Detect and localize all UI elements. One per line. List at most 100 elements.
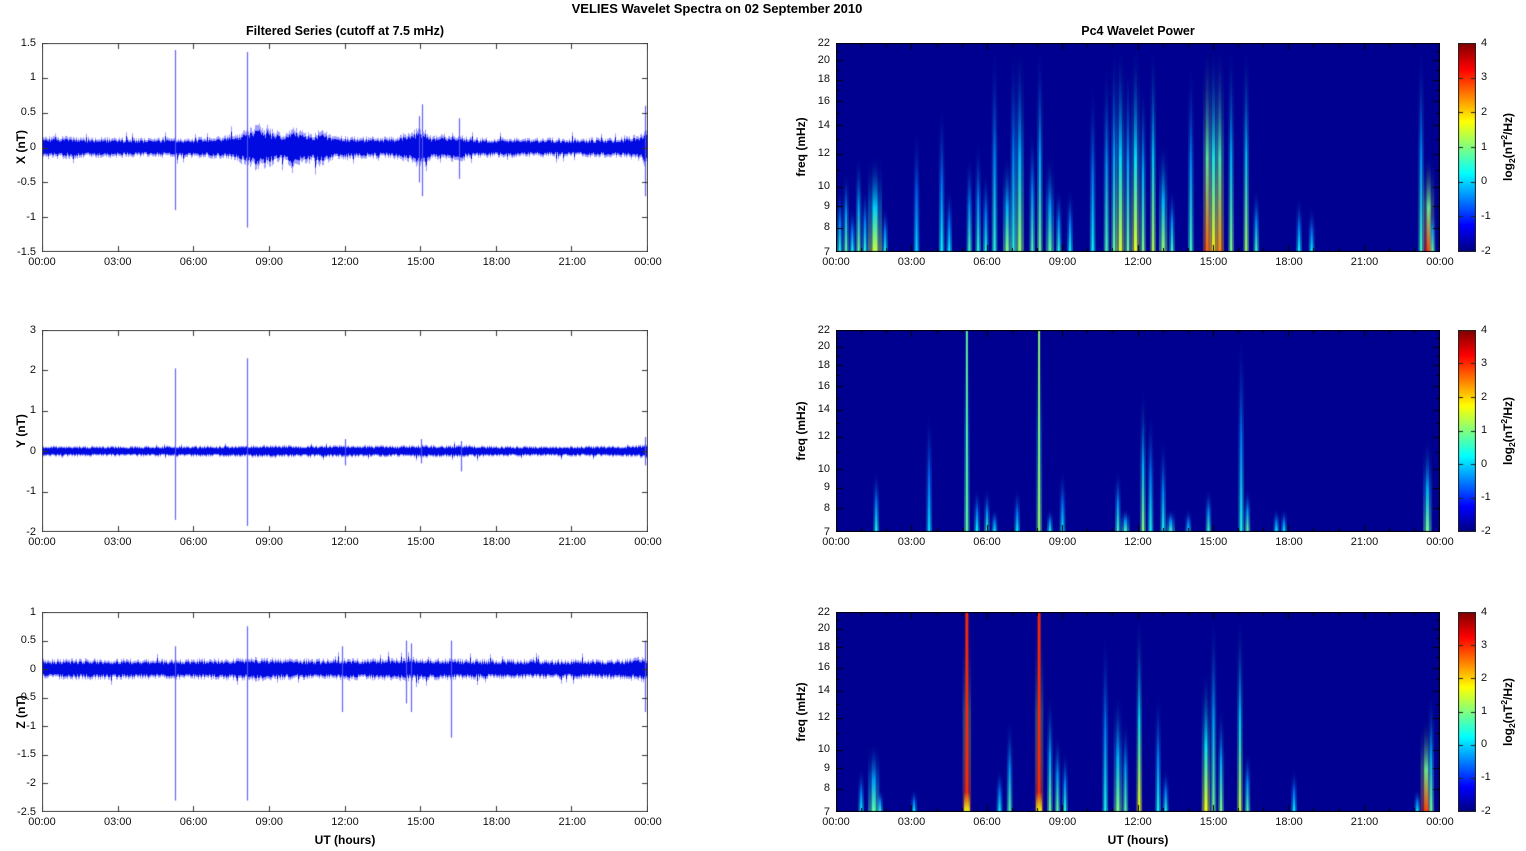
y-tick-label: 16: [817, 379, 830, 392]
x-tick-label: 06:00: [179, 816, 208, 828]
spectrogram-canvas: [836, 612, 1440, 812]
figure-title: VELIES Wavelet Spectra on 02 September 2…: [571, 1, 863, 16]
x-tick-label: 00:00: [1426, 816, 1454, 828]
colorbar-bottom: [1458, 612, 1476, 812]
y-tick-label: -1.5: [17, 748, 36, 761]
y-tick-label: 16: [817, 661, 830, 674]
y-tick-label: -0.5: [17, 691, 36, 704]
colorbar-tick-label: 3: [1481, 71, 1488, 84]
x-tick-label: 03:00: [103, 816, 132, 828]
colorbar-label-bottom: log2(nT2/Hz): [1498, 678, 1518, 746]
colorbar-tick-label: -2: [1481, 804, 1491, 817]
y-tick-label: 8: [823, 501, 830, 514]
y-tick-label: 0: [29, 141, 36, 153]
x-tick-label: 18:00: [1275, 256, 1303, 268]
x-tick-label: 12:00: [1124, 536, 1152, 548]
y-tick-label: 22: [817, 605, 830, 618]
timeseries-canvas: [42, 43, 648, 252]
x-tick-label: 00:00: [822, 816, 850, 828]
colorbar-tick-label: 4: [1481, 323, 1488, 336]
x-tick-label: 21:00: [1350, 816, 1379, 828]
x-tick-label: 00:00: [28, 816, 56, 828]
y-tick-label: 12: [817, 147, 830, 160]
colorbar-middle: [1458, 330, 1476, 532]
timeseries-y-panel: [42, 330, 648, 532]
y-tick-label: 8: [823, 782, 830, 795]
colorbar-tick-label: 1: [1481, 424, 1488, 436]
colorbar-tick-label: 2: [1481, 390, 1488, 403]
x-tick-label: 06:00: [973, 536, 1001, 548]
y-tick-label: 7: [823, 525, 830, 538]
x-tick-label: 12:00: [331, 816, 359, 828]
colorbar-tick-label: 2: [1481, 105, 1488, 118]
y-tick-label: 10: [817, 180, 830, 193]
colorbar-tick-label: 1: [1481, 140, 1488, 153]
colorbar-label-middle: log2(nT2/Hz): [1498, 397, 1518, 465]
x-tick-label: 15:00: [406, 536, 435, 548]
y-tick-label: 10: [817, 462, 830, 475]
timeseries-x-panel: [42, 43, 648, 252]
spectrogram-canvas: [836, 330, 1440, 532]
colorbar-tick-label: 0: [1481, 175, 1488, 188]
x-tick-label: 21:00: [558, 536, 587, 548]
x-tick-label: 06:00: [179, 536, 208, 548]
y-tick-label: 22: [817, 36, 830, 49]
y-axis-label-y: Y (nT): [14, 414, 28, 448]
x-tick-label: 00:00: [634, 536, 662, 548]
spectrogram-canvas: [836, 43, 1440, 252]
timeseries-canvas: [42, 612, 648, 812]
x-tick-label: 15:00: [1199, 816, 1228, 828]
y-tick-label: 16: [817, 94, 830, 107]
x-tick-label: 21:00: [558, 256, 587, 268]
colorbar-tick-label: 4: [1481, 605, 1488, 618]
y-tick-label: 1: [29, 71, 36, 84]
x-axis-label-left: UT (hours): [314, 833, 376, 847]
colorbar-tick-label: -1: [1481, 491, 1491, 503]
x-tick-label: 15:00: [1199, 256, 1228, 268]
colorbar-tick-label: 3: [1481, 357, 1488, 369]
x-tick-label: 21:00: [1350, 536, 1379, 548]
x-tick-label: 09:00: [1048, 816, 1077, 828]
y-tick-label: 7: [823, 805, 830, 818]
colorbar-tick-label: -1: [1481, 771, 1491, 784]
colorbar-tick-label: -2: [1481, 244, 1491, 257]
x-tick-label: 06:00: [973, 256, 1001, 268]
x-tick-label: 18:00: [1275, 536, 1303, 548]
y-tick-label: 14: [817, 403, 830, 416]
y-tick-label: 1: [29, 605, 36, 618]
y-tick-label: 2: [29, 363, 36, 376]
colorbar-tick-label: -1: [1481, 209, 1491, 222]
x-tick-label: 09:00: [255, 816, 284, 828]
y-tick-label: 12: [817, 711, 830, 724]
x-tick-label: 18:00: [482, 256, 511, 268]
x-tick-label: 21:00: [558, 816, 587, 828]
x-tick-label: 00:00: [822, 256, 850, 268]
colorbar-canvas: [1458, 43, 1476, 252]
y-tick-label: 8: [823, 221, 830, 234]
colorbar-tick-label: 1: [1481, 705, 1488, 717]
timeseries-canvas: [42, 330, 648, 532]
y-tick-label: 3: [29, 323, 36, 336]
x-tick-label: 00:00: [634, 816, 662, 828]
spectrogram-z-panel: [836, 612, 1440, 812]
y-tick-label: -1: [26, 485, 36, 498]
x-tick-label: 12:00: [331, 536, 359, 548]
y-tick-label: 0.5: [20, 106, 36, 119]
x-tick-label: 06:00: [973, 816, 1001, 828]
y-tick-label: 0.5: [20, 634, 36, 647]
x-tick-label: 09:00: [1048, 256, 1077, 268]
x-tick-label: 00:00: [28, 256, 56, 268]
left-column-title: Filtered Series (cutoff at 7.5 mHz): [246, 24, 444, 38]
y-tick-label: 9: [823, 199, 830, 212]
y-tick-label: -1: [26, 210, 36, 223]
colorbar-tick-label: 3: [1481, 638, 1488, 651]
y-tick-label: -2: [26, 776, 36, 789]
y-tick-label: 18: [817, 73, 830, 86]
colorbar-canvas: [1458, 612, 1476, 812]
x-tick-label: 09:00: [1048, 536, 1077, 548]
x-tick-label: 18:00: [1275, 816, 1303, 828]
colorbar-tick-label: -2: [1481, 524, 1491, 537]
y-tick-label: 0: [29, 444, 36, 457]
x-tick-label: 03:00: [103, 256, 132, 268]
